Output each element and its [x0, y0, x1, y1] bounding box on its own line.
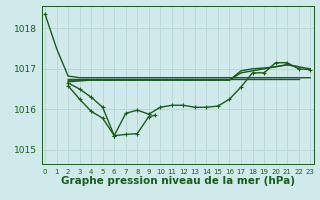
X-axis label: Graphe pression niveau de la mer (hPa): Graphe pression niveau de la mer (hPa)	[60, 176, 295, 186]
